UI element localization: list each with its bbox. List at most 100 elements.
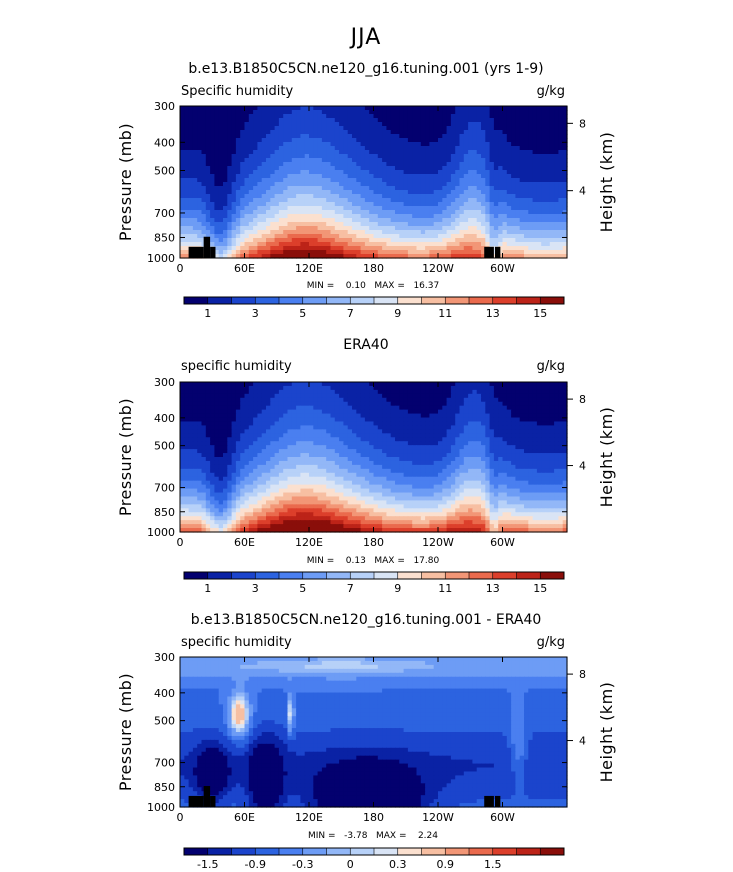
- colorbar-label: 0.9: [437, 858, 455, 871]
- colorbar-swatch: [421, 297, 446, 304]
- y-tick-label: 400: [154, 687, 175, 700]
- colorbar-label: 9: [394, 307, 401, 320]
- variable-label: specific humidity: [181, 359, 292, 374]
- colorbar-label: 3: [252, 582, 259, 595]
- x-tick-label: 60W: [490, 262, 515, 275]
- colorbar-swatch: [302, 572, 327, 579]
- colorbar-label: 15: [533, 582, 547, 595]
- x-tick-label: 120E: [295, 536, 323, 549]
- y-axis-title: Pressure (mb): [116, 673, 135, 791]
- colorbar-swatch: [374, 297, 399, 304]
- colorbar-label: 13: [486, 582, 500, 595]
- height-tick-label: 8: [579, 668, 586, 681]
- x-tick-label: 180: [363, 811, 384, 824]
- min-max-stats: MIN = 0.13 MAX = 17.80: [307, 556, 440, 566]
- colorbar-swatch: [255, 572, 280, 579]
- colorbar-label: 0.3: [389, 858, 407, 871]
- land-mask: [494, 246, 501, 258]
- colorbar-swatch: [397, 572, 422, 579]
- land-mask: [210, 795, 216, 807]
- panel-title: ERA40: [343, 337, 388, 353]
- panel-title: b.e13.B1850C5CN.ne120_g16.tuning.001 - E…: [191, 612, 542, 628]
- y-tick-label: 850: [154, 506, 175, 519]
- y-axis-title-right: Height (km): [597, 682, 616, 783]
- contour-field: [180, 657, 568, 808]
- colorbar-swatch: [397, 848, 422, 855]
- colorbar-label: 5: [299, 307, 306, 320]
- colorbar-swatch: [350, 572, 375, 579]
- x-tick-label: 120W: [422, 262, 454, 275]
- contour-field: [180, 106, 568, 259]
- y-tick-label: 500: [154, 164, 175, 177]
- colorbar-label: 9: [394, 582, 401, 595]
- min-max-stats: MIN = -3.78 MAX = 2.24: [308, 831, 438, 841]
- height-tick-label: 8: [579, 117, 586, 130]
- x-tick-label: 60E: [234, 536, 255, 549]
- colorbar-label: 1.5: [484, 858, 502, 871]
- x-tick-label: 0: [177, 811, 184, 824]
- colorbar-swatch: [302, 297, 327, 304]
- y-axis-title-right: Height (km): [597, 407, 616, 508]
- colorbar-swatch: [350, 297, 375, 304]
- colorbar-label: -1.5: [197, 858, 218, 871]
- colorbar-label: 3: [252, 307, 259, 320]
- colorbar-swatch: [374, 848, 399, 855]
- panel-3: b.e13.B1850C5CN.ne120_g16.tuning.001 - E…: [116, 612, 616, 871]
- land-mask: [494, 795, 501, 807]
- colorbar-swatch: [445, 297, 470, 304]
- x-tick-label: 60W: [490, 811, 515, 824]
- panel-1: b.e13.B1850C5CN.ne120_g16.tuning.001 (yr…: [116, 61, 616, 320]
- contour-field: [180, 382, 568, 533]
- colorbar-swatch: [516, 297, 541, 304]
- colorbar-swatch: [421, 572, 446, 579]
- y-axis-title-right: Height (km): [597, 132, 616, 233]
- y-tick-label: 700: [154, 482, 175, 495]
- colorbar: 1 3 5 7 9 11 13 15: [183, 571, 565, 595]
- y-axis-title: Pressure (mb): [116, 398, 135, 516]
- y-tick-label: 850: [154, 781, 175, 794]
- colorbar-swatch: [255, 297, 280, 304]
- colorbar-swatch: [374, 572, 399, 579]
- y-tick-label: 400: [154, 136, 175, 149]
- colorbar-label: 0: [347, 858, 354, 871]
- land-mask: [188, 246, 204, 258]
- colorbar-label: 11: [438, 307, 452, 320]
- colorbar-swatch: [279, 297, 304, 304]
- x-tick-label: 180: [363, 536, 384, 549]
- y-axis-title: Pressure (mb): [116, 123, 135, 241]
- y-tick-label: 300: [154, 100, 175, 113]
- panel-title: b.e13.B1850C5CN.ne120_g16.tuning.001 (yr…: [188, 61, 543, 77]
- variable-label: specific humidity: [181, 635, 292, 650]
- colorbar-swatch: [540, 848, 565, 855]
- colorbar-swatch: [516, 848, 541, 855]
- x-tick-label: 60W: [490, 536, 515, 549]
- units-label: g/kg: [537, 84, 565, 99]
- land-mask: [188, 795, 204, 807]
- colorbar-swatch: [302, 848, 327, 855]
- y-tick-label: 400: [154, 412, 175, 425]
- colorbar-swatch: [445, 848, 470, 855]
- colorbar-swatch: [279, 848, 304, 855]
- colorbar-swatch: [279, 572, 304, 579]
- colorbar-label: 15: [533, 307, 547, 320]
- page-title: JJA: [349, 25, 382, 50]
- colorbar-label: 5: [299, 582, 306, 595]
- x-tick-label: 0: [177, 262, 184, 275]
- colorbar-label: 1: [204, 307, 211, 320]
- colorbar-swatch: [492, 572, 517, 579]
- colorbar-label: 11: [438, 582, 452, 595]
- y-tick-label: 850: [154, 231, 175, 244]
- colorbar-swatch: [231, 297, 256, 304]
- variable-label: Specific humidity: [181, 84, 293, 99]
- colorbar-swatch: [184, 848, 209, 855]
- colorbar-swatch: [350, 848, 375, 855]
- colorbar-swatch: [231, 572, 256, 579]
- colorbar: 1 3 5 7 9 11 13 15: [183, 296, 565, 320]
- colorbar-swatch: [469, 297, 494, 304]
- land-mask: [203, 236, 211, 258]
- units-label: g/kg: [537, 359, 565, 374]
- y-tick-label: 1000: [147, 252, 175, 265]
- x-tick-label: 180: [363, 262, 384, 275]
